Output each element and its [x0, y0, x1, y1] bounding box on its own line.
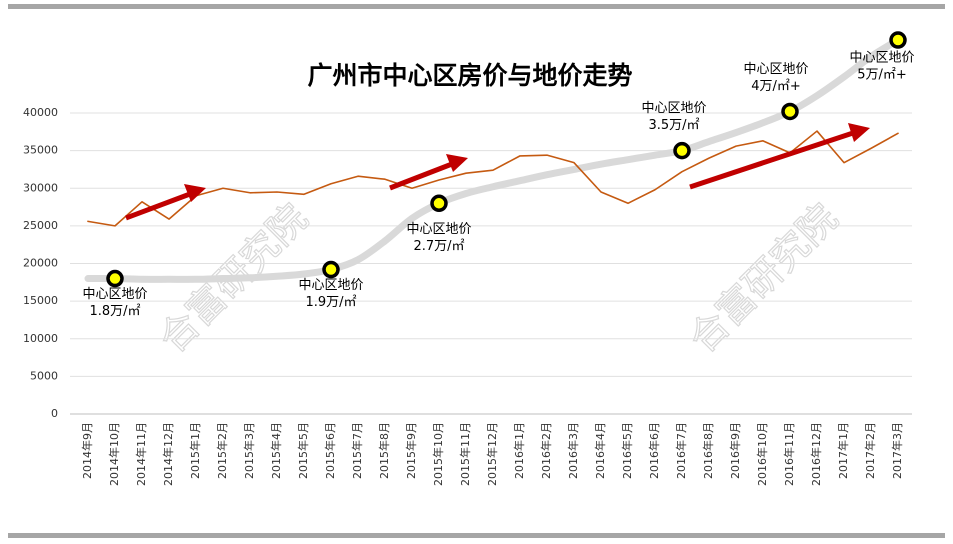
series-line: [84, 36, 902, 283]
bottom-bar: [8, 533, 945, 538]
x-tick-label: 2015年12月: [485, 422, 499, 486]
annotation: 1.8万/㎡: [89, 304, 140, 319]
land-price-marker: [430, 194, 448, 213]
x-tick-label: 2016年10月: [755, 422, 769, 486]
y-tick-label: 25000: [23, 219, 58, 232]
y-tick-label: 15000: [23, 294, 58, 307]
x-tick-label: 2015年7月: [350, 422, 364, 479]
x-tick-label: 2014年10月: [107, 422, 121, 486]
x-tick-label: 2016年12月: [809, 422, 823, 486]
y-tick-label: 0: [51, 407, 58, 420]
x-tick-label: 2015年6月: [323, 422, 337, 479]
x-tick-label: 2015年5月: [296, 422, 310, 479]
land-price-marker: [322, 260, 340, 279]
annotation: 2.7万/㎡: [413, 239, 464, 254]
land-price-marker: [781, 102, 799, 121]
annotation: 4万/㎡+: [751, 79, 801, 94]
chart-title: 广州市中心区房价与地价走势: [307, 61, 632, 90]
top-bar: [8, 4, 945, 9]
arrow-head: [848, 123, 870, 142]
x-tick-label: 2015年9月: [404, 422, 418, 479]
y-tick-label: 40000: [23, 106, 58, 119]
x-tick-label: 2016年4月: [593, 422, 607, 479]
x-tick-label: 2015年4月: [269, 422, 283, 479]
x-tick-label: 2015年3月: [242, 422, 256, 479]
annotation: 中心区地价: [406, 222, 471, 237]
annotation: 中心区地价: [743, 62, 808, 77]
land-price-marker: [106, 269, 124, 288]
y-tick-label: 20000: [23, 257, 58, 270]
annotation: 3.5万/㎡: [648, 118, 699, 133]
y-tick-label: 10000: [23, 332, 58, 345]
x-tick-label: 2016年2月: [539, 422, 553, 479]
x-tick-label: 2014年11月: [134, 422, 148, 486]
x-tick-label: 2014年12月: [161, 422, 175, 486]
x-tick-label: 2016年3月: [566, 422, 580, 479]
arrow-shaft: [389, 161, 453, 191]
land-price-marker: [889, 31, 907, 49]
x-tick-label: 2016年9月: [728, 422, 742, 479]
land-price-marker: [673, 141, 691, 160]
x-tick-label: 2016年11月: [782, 422, 796, 486]
arrow-shaft: [689, 130, 854, 190]
x-tick-label: 2015年8月: [377, 422, 391, 479]
trend-arrows: [125, 123, 870, 221]
x-tick-label: 2016年1月: [512, 422, 526, 479]
annotation: 1.9万/㎡: [305, 295, 356, 310]
annotation: 中心区地价: [298, 278, 363, 293]
arrow-head: [446, 154, 468, 172]
y-tick-label: 5000: [30, 369, 58, 382]
annotation: 中心区地价: [82, 287, 147, 302]
x-tick-label: 2016年6月: [647, 422, 661, 479]
y-tick-label: 30000: [23, 181, 58, 194]
annotation: 中心区地价: [849, 51, 914, 66]
arrow-head: [184, 184, 206, 202]
x-tick-label: 2017年1月: [836, 422, 850, 479]
x-tick-label: 2015年10月: [431, 422, 445, 486]
x-tick-label: 2017年2月: [863, 422, 877, 479]
series-line: [87, 130, 899, 227]
x-tick-label: 2015年11月: [458, 422, 472, 486]
x-tick-label: 2016年8月: [701, 422, 715, 479]
annotation: 5万/㎡+: [857, 68, 907, 83]
y-tick-label: 35000: [23, 144, 58, 157]
x-tick-label: 2017年3月: [890, 422, 904, 479]
x-tick-label: 2015年1月: [188, 422, 202, 479]
x-tick-label: 2015年2月: [215, 422, 229, 479]
arrow-shaft: [125, 191, 191, 221]
x-tick-label: 2016年5月: [620, 422, 634, 479]
x-tick-label: 2014年9月: [80, 422, 94, 479]
annotation: 中心区地价: [641, 101, 706, 116]
x-tick-label: 2016年7月: [674, 422, 688, 479]
